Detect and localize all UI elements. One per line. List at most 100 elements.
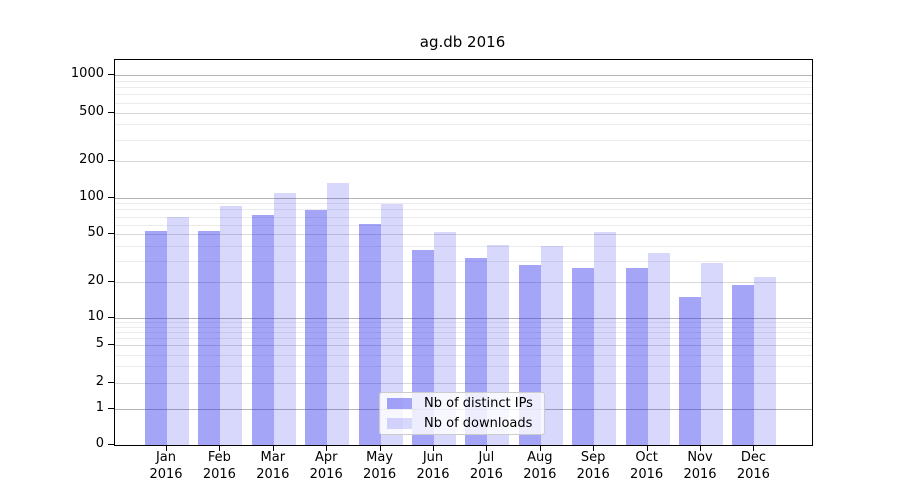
bar-nb-of-distinct-ips-apr [305,210,328,445]
x-tick-year: 2016 [576,467,610,482]
y-tick-mark [108,233,114,235]
gridline-minor [115,224,812,226]
x-tick-label: Aug 2016 [508,449,572,483]
bar-nb-of-distinct-ips-nov [679,297,701,445]
y-tick-mark [108,317,114,319]
x-tick-month: Nov [687,450,713,465]
gridline-minor [115,209,812,211]
y-tick-label: 2 [95,374,104,390]
x-tick-month: Dec [740,450,766,465]
y-tick-label: 500 [79,103,104,119]
x-tick-mark [646,445,648,451]
x-tick-label: Jan 2016 [134,449,198,483]
x-tick-mark [219,445,221,451]
gridline-minor [115,80,812,82]
x-tick-label: Nov 2016 [668,449,732,483]
gridline-minor [115,366,812,368]
chart-title: ag.db 2016 [419,33,506,51]
x-tick-month: Jan [155,450,177,465]
legend-swatch-downloads [387,418,412,429]
y-tick-label: 200 [79,152,104,167]
gridline-minor [115,234,812,236]
x-tick-label: Feb 2016 [187,449,251,483]
y-tick-label: 100 [79,188,104,204]
y-tick-mark [108,111,114,113]
gridline-major [115,75,812,76]
x-tick-mark [326,445,328,451]
x-tick-mark [593,445,595,451]
y-tick-mark [108,281,114,282]
x-tick-label: Apr 2016 [294,449,358,483]
x-tick-label: Dec 2016 [721,449,785,483]
gridline-minor [115,332,812,334]
gridline-minor [115,124,812,126]
y-tick-label: 5 [95,336,104,352]
plot-area: Nb of distinct IPs Nb of downloads [114,59,813,446]
y-tick-label: 50 [87,225,104,241]
bar-nb-of-distinct-ips-mar [251,215,274,445]
bar-nb-of-downloads-aug [540,245,563,445]
legend-label-downloads: Nb of downloads [424,416,533,431]
legend-row: Nb of distinct IPs [387,396,544,411]
bar-nb-of-downloads-oct [647,252,670,445]
x-tick-mark [486,445,488,451]
x-tick-year: 2016 [202,467,236,482]
x-tick-month: Aug [527,450,553,465]
x-tick-mark [379,445,381,451]
x-tick-year: 2016 [736,467,770,482]
legend: Nb of distinct IPs Nb of downloads [379,392,545,435]
gridline-minor [115,161,812,162]
gridline-minor [115,112,812,114]
x-tick-year: 2016 [416,467,450,482]
bar-nb-of-distinct-ips-feb [198,231,221,445]
bar-nb-of-distinct-ips-sep [572,268,595,445]
legend-swatch-distinct-ips [387,398,412,409]
y-tick-mark [108,408,114,410]
x-tick-label: Jul 2016 [454,449,518,483]
gridline-minor [115,383,812,385]
gridline-minor [115,282,812,283]
x-tick-month: Sep [580,450,606,465]
x-tick-mark [539,445,541,451]
legend-row: Nb of downloads [387,416,544,431]
x-tick-month: Jul [478,450,495,465]
x-tick-year: 2016 [363,467,397,482]
legend-label-distinct-ips: Nb of distinct IPs [424,396,533,411]
x-tick-month: Oct [635,450,658,465]
y-tick-mark [108,344,114,346]
y-tick-label: 1000 [70,66,104,81]
gridline-minor [115,245,812,247]
gridline-major [115,197,812,199]
x-tick-year: 2016 [469,467,503,482]
gridline-minor [115,322,812,324]
gridline-minor [115,338,812,340]
x-tick-label: Sep 2016 [561,449,625,483]
gridline-minor [115,354,812,356]
x-tick-mark [272,445,274,451]
bar-nb-of-downloads-mar [273,192,296,445]
y-tick-label: 20 [87,273,104,288]
bar-nb-of-distinct-ips-oct [625,268,648,445]
bar-nb-of-distinct-ips-may [358,223,381,445]
bar-nb-of-downloads-dec [754,277,777,445]
gridline-minor [115,260,812,262]
bar-nb-of-distinct-ips-dec [732,284,755,445]
bar-nb-of-distinct-ips-jan [145,231,167,445]
x-tick-year: 2016 [309,467,343,482]
x-tick-month: Apr [314,450,338,465]
x-tick-label: May 2016 [348,449,412,483]
gridline-major [115,318,812,320]
x-tick-label: Mar 2016 [241,449,305,483]
gridline-minor [115,203,812,205]
y-tick-mark [108,444,114,445]
bar-nb-of-downloads-may [380,204,403,445]
bar-nb-of-downloads-feb [220,206,243,445]
bar-nb-of-downloads-jan [167,216,189,445]
gridline-minor [115,326,812,328]
gridline-minor [115,345,812,347]
y-tick-mark [108,160,114,161]
x-tick-label: Oct 2016 [615,449,679,483]
x-tick-mark [166,445,167,451]
y-tick-label: 10 [87,309,104,325]
